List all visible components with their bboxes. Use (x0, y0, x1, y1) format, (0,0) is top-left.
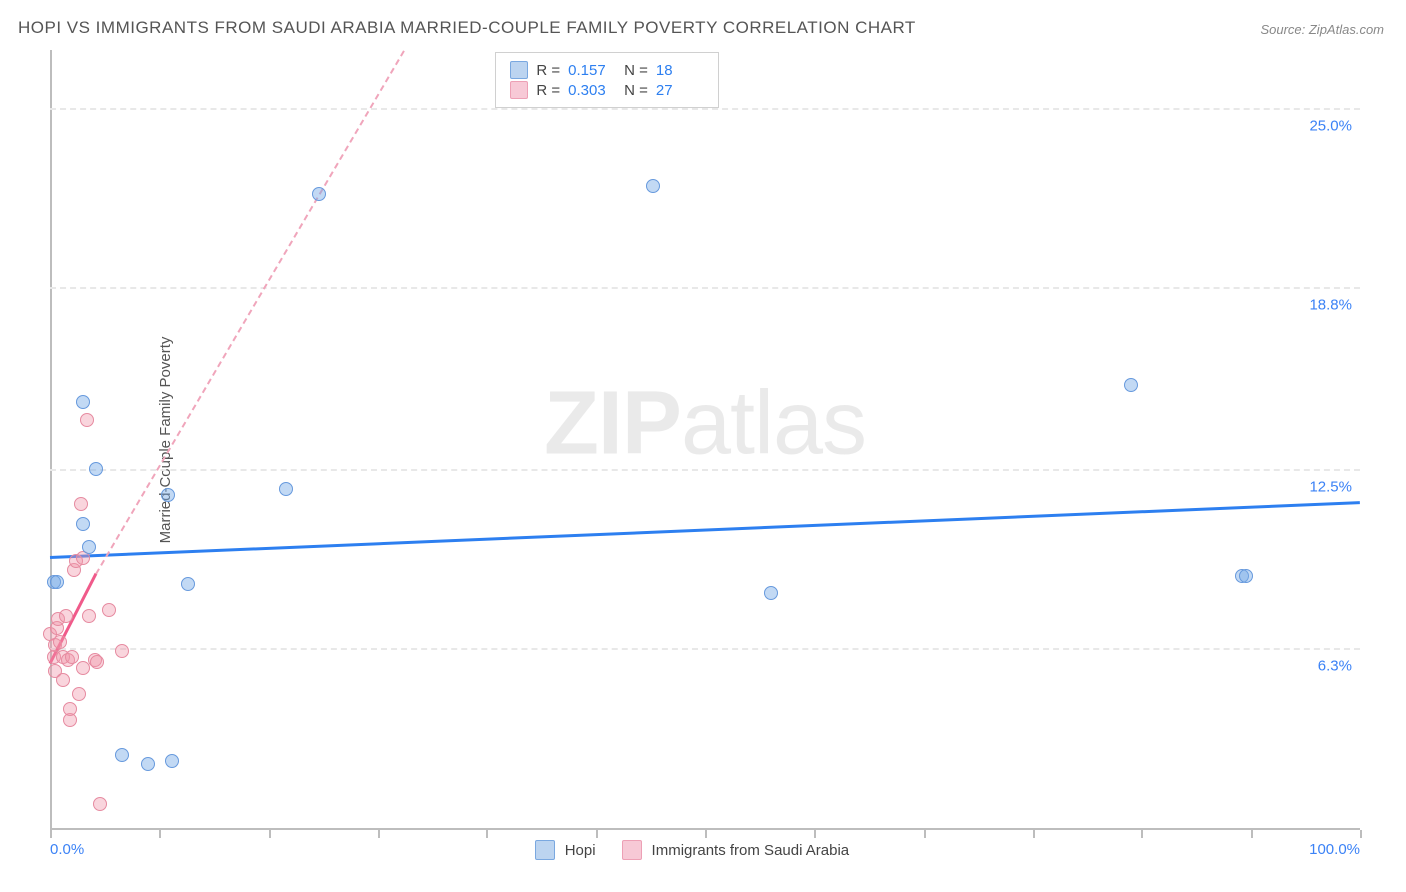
data-point-saudi (115, 644, 129, 658)
data-point-hopi (312, 187, 326, 201)
data-point-saudi (93, 797, 107, 811)
data-point-saudi (53, 635, 67, 649)
data-point-hopi (1239, 569, 1253, 583)
y-tick-label: 25.0% (1309, 117, 1352, 134)
legend-n-label: N = (624, 62, 648, 79)
data-point-saudi (65, 650, 79, 664)
data-point-hopi (279, 482, 293, 496)
source-credit: Source: ZipAtlas.com (1260, 22, 1384, 37)
legend-swatch (510, 61, 528, 79)
data-point-saudi (74, 497, 88, 511)
data-point-hopi (165, 754, 179, 768)
legend-series-label: Immigrants from Saudi Arabia (652, 842, 850, 859)
x-tick (1141, 830, 1143, 838)
data-point-hopi (50, 575, 64, 589)
trend-line (50, 501, 1360, 559)
data-point-saudi (56, 673, 70, 687)
y-tick-label: 6.3% (1318, 658, 1352, 675)
data-point-hopi (115, 748, 129, 762)
x-tick (486, 830, 488, 838)
x-tick (378, 830, 380, 838)
legend-series: Hopi Immigrants from Saudi Arabia (535, 840, 865, 860)
x-tick (596, 830, 598, 838)
x-tick (705, 830, 707, 838)
trend-line (95, 50, 405, 574)
x-tick (50, 830, 52, 838)
data-point-saudi (90, 655, 104, 669)
data-point-hopi (141, 757, 155, 771)
legend-row: R = 0.303 N = 27 (510, 81, 704, 99)
x-tick (1360, 830, 1362, 838)
y-tick-label: 18.8% (1309, 296, 1352, 313)
data-point-hopi (1124, 378, 1138, 392)
data-point-saudi (80, 413, 94, 427)
legend-n-label: N = (624, 82, 648, 99)
legend-r-value: 0.157 (568, 62, 616, 79)
data-point-saudi (59, 609, 73, 623)
legend-swatch (510, 81, 528, 99)
data-point-hopi (646, 179, 660, 193)
x-tick (814, 830, 816, 838)
watermark: ZIPatlas (544, 373, 866, 476)
legend-swatch (535, 840, 555, 860)
legend-series-label: Hopi (565, 842, 596, 859)
y-axis-line (50, 50, 52, 830)
data-point-hopi (82, 540, 96, 554)
gridline-h (50, 108, 1360, 110)
legend-r-value: 0.303 (568, 82, 616, 99)
data-point-hopi (76, 395, 90, 409)
gridline-h (50, 469, 1360, 471)
data-point-hopi (764, 586, 778, 600)
x-tick (269, 830, 271, 838)
x-tick (1033, 830, 1035, 838)
data-point-saudi (102, 603, 116, 617)
gridline-h (50, 648, 1360, 650)
watermark-bold: ZIP (544, 374, 681, 474)
plot-area: Married-Couple Family Poverty ZIPatlas 6… (50, 50, 1360, 830)
data-point-saudi (82, 609, 96, 623)
legend-row: R = 0.157 N = 18 (510, 61, 704, 79)
data-point-saudi (63, 702, 77, 716)
x-tick (924, 830, 926, 838)
legend-n-value: 27 (656, 82, 704, 99)
y-axis-label: Married-Couple Family Poverty (157, 337, 174, 544)
legend-r-label: R = (536, 62, 560, 79)
chart-title: HOPI VS IMMIGRANTS FROM SAUDI ARABIA MAR… (18, 18, 916, 38)
legend-n-value: 18 (656, 62, 704, 79)
x-tick (1251, 830, 1253, 838)
legend-swatch (622, 840, 642, 860)
gridline-h (50, 287, 1360, 289)
x-tick (159, 830, 161, 838)
data-point-hopi (181, 577, 195, 591)
chart-container: HOPI VS IMMIGRANTS FROM SAUDI ARABIA MAR… (0, 0, 1406, 892)
watermark-rest: atlas (681, 374, 866, 474)
data-point-hopi (161, 488, 175, 502)
x-tick-label: 0.0% (50, 841, 84, 858)
y-tick-label: 12.5% (1309, 478, 1352, 495)
legend-r-label: R = (536, 82, 560, 99)
data-point-hopi (76, 517, 90, 531)
legend-correlation: R = 0.157 N = 18 R = 0.303 N = 27 (495, 52, 719, 108)
data-point-saudi (72, 687, 86, 701)
x-tick-label: 100.0% (1309, 841, 1360, 858)
data-point-hopi (89, 462, 103, 476)
